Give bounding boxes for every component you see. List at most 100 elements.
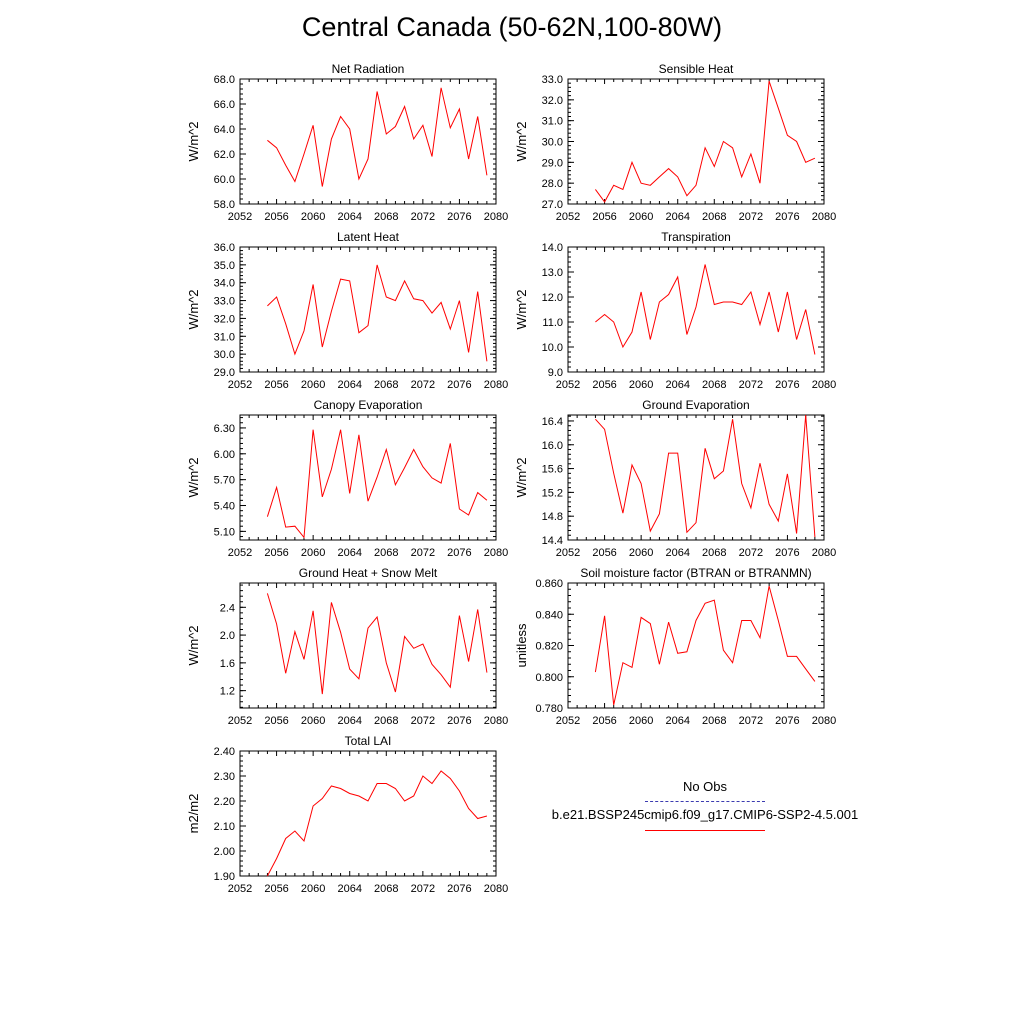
y-tick-label: 2.4 <box>220 602 235 614</box>
y-tick-label: 36.0 <box>214 242 235 254</box>
y-tick-label: 58.0 <box>214 199 235 211</box>
y-axis-label: W/m^2 <box>186 457 201 497</box>
x-tick-label: 2064 <box>337 211 361 223</box>
panel-title: Ground Evaporation <box>642 398 749 412</box>
y-tick-label: 32.0 <box>542 95 563 107</box>
plot-frame <box>239 414 497 541</box>
y-tick-label: 0.780 <box>535 703 563 715</box>
y-tick-label: 6.30 <box>214 423 235 435</box>
panel-5: Canopy Evaporation W/m^2 2052 2056 2060 2064 2… <box>186 398 508 559</box>
x-tick-label: 2076 <box>775 715 799 727</box>
legend-model-label: b.e21.BSSP245cmip6.f09_g17.CMIP6-SSP2-4.… <box>551 807 859 822</box>
x-tick-label: 2060 <box>301 883 325 895</box>
y-tick-label: 5.10 <box>214 526 235 538</box>
y-tick-label: 30.0 <box>542 137 563 149</box>
series-line <box>266 429 488 539</box>
x-tick-label: 2080 <box>484 715 508 727</box>
series-line <box>595 414 816 538</box>
x-tick-label: 2060 <box>301 379 325 391</box>
x-tick-label: 2052 <box>228 379 252 391</box>
x-tick-label: 2060 <box>301 211 325 223</box>
y-tick-label: 35.0 <box>214 260 235 272</box>
y-tick-label: 15.2 <box>542 487 563 499</box>
y-axis-label: W/m^2 <box>514 289 529 329</box>
x-tick-label: 2064 <box>665 379 689 391</box>
panel-4: Transpiration W/m^2 2052 2056 2060 2064 2068 20… <box>514 230 836 391</box>
x-tick-label: 2072 <box>411 715 435 727</box>
panel-8: Soil moisture factor (BTRAN or BTRANMN) u… <box>514 566 836 727</box>
plot-frame <box>239 246 497 373</box>
plot-frame <box>567 246 825 373</box>
panel-title: Soil moisture factor (BTRAN or BTRANMN) <box>580 566 811 580</box>
x-tick-label: 2056 <box>264 883 288 895</box>
y-tick-label: 34.0 <box>214 278 235 290</box>
x-tick-label: 2060 <box>629 379 653 391</box>
y-tick-label: 10.0 <box>542 342 563 354</box>
x-tick-label: 2080 <box>484 547 508 559</box>
y-tick-label: 12.0 <box>542 292 563 304</box>
y-axis-label: unitless <box>514 623 529 668</box>
y-tick-label: 2.40 <box>214 746 235 758</box>
y-tick-label: 2.30 <box>214 771 235 783</box>
y-tick-label: 1.90 <box>214 871 235 883</box>
x-tick-label: 2068 <box>374 211 398 223</box>
x-tick-label: 2072 <box>739 379 763 391</box>
y-tick-label: 68.0 <box>214 74 235 86</box>
series-line <box>266 770 488 877</box>
x-tick-label: 2068 <box>702 379 726 391</box>
plot-frame <box>239 750 497 877</box>
x-tick-label: 2064 <box>665 547 689 559</box>
panel-title: Canopy Evaporation <box>314 398 423 412</box>
x-tick-label: 2068 <box>374 379 398 391</box>
y-tick-label: 2.0 <box>220 630 235 642</box>
panel-1: Net Radiation W/m^2 2052 2056 2060 2064 2068 20… <box>186 62 508 223</box>
x-tick-label: 2076 <box>775 211 799 223</box>
y-tick-label: 6.00 <box>214 449 235 461</box>
x-tick-label: 2064 <box>337 547 361 559</box>
plot-frame <box>239 78 497 205</box>
x-tick-label: 2080 <box>484 379 508 391</box>
panel-6: Ground Evaporation W/m^2 2052 2056 2060 2064 2… <box>514 398 836 559</box>
y-tick-label: 2.20 <box>214 796 235 808</box>
x-tick-label: 2056 <box>264 547 288 559</box>
x-tick-label: 2056 <box>592 715 616 727</box>
x-tick-label: 2068 <box>702 547 726 559</box>
y-tick-label: 29.0 <box>542 157 563 169</box>
plot-frame <box>567 582 825 709</box>
y-tick-label: 2.10 <box>214 821 235 833</box>
x-tick-label: 2072 <box>739 547 763 559</box>
x-tick-label: 2060 <box>301 547 325 559</box>
y-tick-label: 5.70 <box>214 475 235 487</box>
x-tick-label: 2064 <box>337 715 361 727</box>
x-tick-label: 2060 <box>301 715 325 727</box>
x-tick-label: 2068 <box>374 715 398 727</box>
legend-obs-label: No Obs <box>682 779 728 794</box>
panel-title: Transpiration <box>661 230 731 244</box>
x-tick-label: 2060 <box>629 715 653 727</box>
series-line <box>267 264 488 362</box>
x-tick-label: 2076 <box>447 715 471 727</box>
y-tick-label: 0.820 <box>535 641 563 653</box>
x-tick-label: 2056 <box>592 547 616 559</box>
x-tick-label: 2064 <box>337 883 361 895</box>
legend-model-line <box>645 830 765 831</box>
x-tick-label: 2072 <box>411 211 435 223</box>
y-tick-label: 0.860 <box>535 578 563 590</box>
y-tick-label: 15.6 <box>542 464 563 476</box>
panel-title: Total LAI <box>345 734 392 748</box>
x-tick-label: 2080 <box>812 379 836 391</box>
series-line <box>266 593 488 695</box>
x-tick-label: 2060 <box>629 547 653 559</box>
x-tick-label: 2068 <box>374 883 398 895</box>
y-tick-label: 9.0 <box>548 367 563 379</box>
x-tick-label: 2056 <box>264 379 288 391</box>
y-axis-label: W/m^2 <box>186 121 201 161</box>
panel-7: Ground Heat + Snow Melt W/m^2 2052 2056 2060… <box>186 566 508 727</box>
x-tick-label: 2076 <box>447 211 471 223</box>
x-tick-label: 2072 <box>411 547 435 559</box>
x-tick-label: 2064 <box>665 715 689 727</box>
x-tick-label: 2080 <box>484 211 508 223</box>
x-tick-label: 2064 <box>665 211 689 223</box>
y-tick-label: 33.0 <box>542 74 563 86</box>
